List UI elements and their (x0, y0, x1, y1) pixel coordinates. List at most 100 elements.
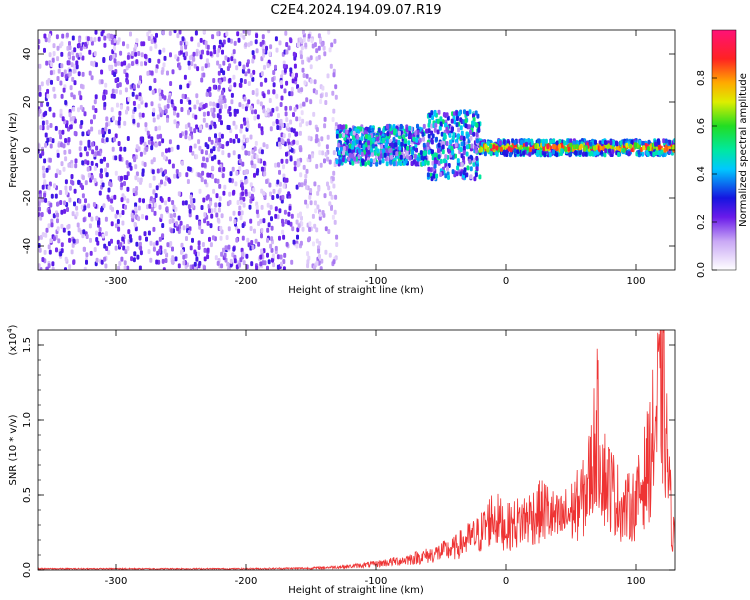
heatmap-cell (107, 250, 111, 255)
heatmap-cell (103, 256, 107, 262)
heatmap-cell (197, 172, 201, 178)
heatmap-cell (85, 234, 89, 239)
heatmap-cell (582, 151, 585, 157)
heatmap-cell (83, 266, 87, 270)
heatmap-cell (299, 50, 303, 56)
heatmap-cell (198, 224, 202, 230)
heatmap-cell (444, 173, 448, 179)
spectrogram-xlabel: Height of straight line (km) (288, 285, 424, 296)
heatmap-cell (100, 31, 104, 37)
heatmap-cell (234, 181, 238, 187)
snr-multiplier-base: (x10 (8, 333, 19, 356)
heatmap-cell (242, 34, 246, 40)
heatmap-cell (230, 99, 234, 105)
heatmap-cell (88, 70, 92, 76)
heatmap-cell (57, 238, 61, 244)
heatmap-cell (278, 208, 282, 214)
heatmap-cell (198, 145, 202, 151)
heatmap-cell (62, 227, 66, 233)
heatmap-cell (351, 144, 355, 150)
heatmap-cell (321, 210, 325, 215)
heatmap-cell (422, 123, 426, 129)
heatmap-cell (426, 160, 430, 166)
heatmap-cell (277, 113, 280, 118)
heatmap-cell (317, 248, 321, 254)
heatmap-cell (300, 215, 303, 221)
heatmap-cell (218, 183, 222, 189)
heatmap-cell (91, 149, 95, 155)
heatmap-cell (443, 132, 447, 138)
heatmap-cell (123, 265, 127, 270)
heatmap-cell (48, 181, 52, 187)
heatmap-cell (79, 45, 83, 51)
heatmap-cell (95, 237, 99, 242)
heatmap-cell (272, 82, 276, 88)
heatmap-cell (48, 52, 52, 58)
heatmap-cell (320, 41, 324, 47)
heatmap-cell (154, 68, 158, 74)
heatmap-cell (431, 115, 434, 121)
heatmap-cell (320, 136, 324, 142)
heatmap-cell (216, 60, 220, 66)
heatmap-cell (307, 135, 311, 141)
heatmap-cell (128, 162, 132, 168)
heatmap-cell (283, 68, 287, 73)
heatmap-cell (426, 142, 430, 148)
heatmap-cell (244, 179, 247, 185)
heatmap-cell (323, 158, 326, 164)
heatmap-cell (68, 197, 72, 203)
heatmap-cell (210, 213, 214, 219)
heatmap-cell (102, 203, 106, 209)
heatmap-cell (117, 60, 120, 66)
heatmap-cell (45, 227, 49, 233)
heatmap-cell (199, 125, 202, 131)
heatmap-cell (326, 73, 330, 79)
heatmap-cell (117, 265, 121, 270)
heatmap-cell (438, 125, 442, 131)
heatmap-cell (227, 152, 231, 158)
heatmap-cell (460, 162, 464, 168)
heatmap-cell (260, 71, 264, 77)
heatmap-cell (269, 204, 273, 210)
heatmap-cell (44, 197, 48, 203)
heatmap-cell (357, 148, 361, 153)
heatmap-cell (371, 143, 375, 149)
heatmap-cell (43, 192, 47, 198)
heatmap-cell (162, 267, 166, 270)
heatmap-cell (44, 232, 48, 238)
heatmap-cell (63, 69, 67, 75)
heatmap-cell (276, 125, 280, 130)
heatmap-cell (141, 168, 145, 174)
heatmap-cell (52, 236, 56, 242)
heatmap-cell (168, 159, 172, 165)
heatmap-cell (41, 150, 45, 156)
heatmap-cell (48, 33, 52, 39)
heatmap-cell (212, 78, 216, 83)
heatmap-cell (239, 128, 243, 134)
heatmap-cell (399, 161, 403, 166)
heatmap-cell (197, 139, 201, 145)
heatmap-cell (237, 228, 241, 234)
heatmap-cell (194, 266, 197, 270)
heatmap-cell (125, 175, 129, 181)
heatmap-cell (184, 94, 187, 99)
heatmap-cell (147, 230, 151, 236)
heatmap-cell (170, 228, 174, 234)
heatmap-cell (252, 54, 256, 60)
heatmap-cell (64, 185, 68, 191)
heatmap-cell (114, 170, 118, 176)
heatmap-cell (239, 215, 243, 221)
heatmap-cell (129, 31, 132, 37)
heatmap-cell (281, 139, 285, 145)
heatmap-cell (92, 202, 96, 207)
heatmap-cell (627, 151, 631, 156)
heatmap-cell (118, 110, 122, 116)
heatmap-cell (100, 158, 104, 164)
heatmap-cell (242, 196, 246, 202)
heatmap-cell (79, 182, 83, 188)
heatmap-cell (367, 140, 371, 146)
heatmap-cell (271, 253, 275, 259)
heatmap-cell (84, 159, 87, 165)
heatmap-cell (212, 101, 216, 107)
heatmap-cell (316, 190, 320, 196)
